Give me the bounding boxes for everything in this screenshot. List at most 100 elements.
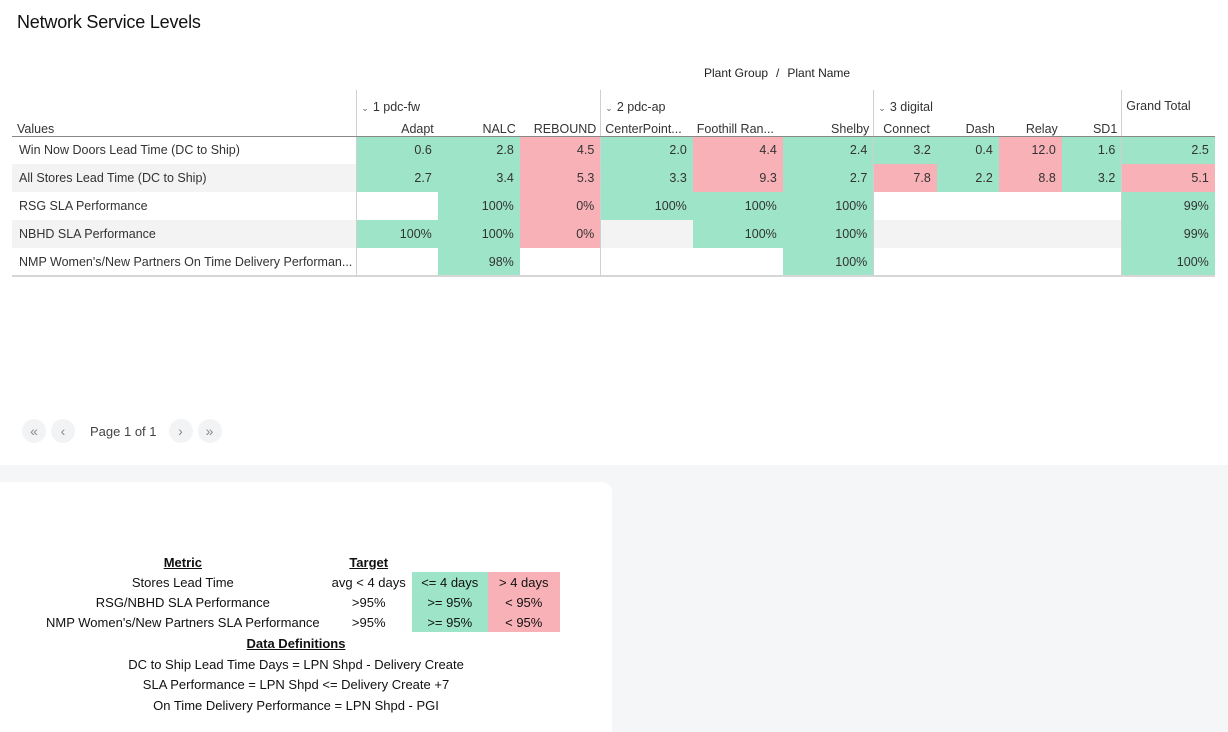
table-row: All Stores Lead Time (DC to Ship) 2.7 3.4 5… [12,164,1215,192]
value-cell[interactable]: 2.2 [936,164,999,192]
value-cell[interactable]: 2.8 [437,136,520,164]
value-cell[interactable] [998,248,1062,277]
value-cell[interactable]: 2.7 [356,164,438,192]
group-header-2-pdc-ap[interactable]: ⌄ 2 pdc-ap [600,90,874,114]
plant-header-dash[interactable]: Dash [936,114,999,137]
value-cell[interactable] [873,248,937,277]
bad-threshold: < 95% [487,592,560,612]
chevron-down-icon[interactable]: ⌄ [361,103,369,113]
value-cell[interactable]: 3.4 [437,164,520,192]
plant-header-relay[interactable]: Relay [998,114,1062,137]
column-header-caption: Plant Group / Plant Name [704,66,850,80]
plant-name-caption: Plant Name [787,66,851,80]
grand-total-cell[interactable]: 5.1 [1121,164,1215,192]
row-label: All Stores Lead Time (DC to Ship) [12,164,357,192]
grand-total-header[interactable]: Grand Total [1121,90,1215,137]
value-cell[interactable]: 0% [519,220,601,248]
metric-target-table: Metric Target Stores Lead Time avg < 4 da… [40,552,560,632]
table-row: NBHD SLA Performance 100% 100% 0% 100% 100% 99… [12,220,1215,248]
value-cell[interactable] [356,192,438,220]
plant-header-centerpoint[interactable]: CenterPoint... [600,114,693,137]
value-cell[interactable] [873,192,937,220]
value-cell[interactable]: 100% [437,192,520,220]
chevron-right-icon: › [178,423,183,439]
chevron-down-icon[interactable]: ⌄ [605,103,613,113]
value-cell[interactable]: 100% [782,192,874,220]
plant-header-adapt[interactable]: Adapt [356,114,438,137]
value-cell[interactable]: 3.2 [1061,164,1122,192]
last-page-button[interactable]: » [197,419,222,443]
value-cell[interactable] [692,248,783,277]
metric-name: RSG/NBHD SLA Performance [95,594,270,610]
value-cell[interactable]: 100% [356,220,438,248]
value-cell[interactable] [600,220,693,248]
value-cell[interactable] [937,192,999,220]
grand-total-cell[interactable]: 99% [1121,220,1215,248]
first-page-button[interactable]: « [22,419,46,443]
value-cell[interactable]: 4.5 [519,136,601,164]
value-cell[interactable]: 0% [519,192,601,220]
value-cell[interactable] [356,248,438,277]
value-cell[interactable]: 8.8 [998,164,1062,192]
value-cell[interactable] [999,192,1062,220]
row-label: NMP Women's/New Partners On Time Deliver… [12,248,357,277]
grand-total-cell[interactable]: 100% [1121,248,1215,277]
previous-page-button[interactable]: ‹ [51,419,75,443]
value-cell[interactable] [998,220,1062,248]
value-cell[interactable]: 2.0 [600,136,693,164]
group-header-1-pdc-fw[interactable]: ⌄ 1 pdc-fw [356,90,601,114]
legend-row: Stores Lead Time avg < 4 days <= 4 days > 4… [40,572,560,592]
value-cell[interactable]: 100% [782,248,874,277]
value-cell[interactable] [1061,248,1122,277]
value-cell[interactable]: 100% [437,220,520,248]
next-page-button[interactable]: › [168,419,193,443]
value-cell[interactable]: 2.4 [782,136,874,164]
value-cell[interactable] [1061,220,1122,248]
value-cell[interactable] [600,248,693,277]
table-row: RSG SLA Performance 100% 0% 100% 100% 100% 99% [12,192,1215,220]
value-cell[interactable]: 100% [600,192,693,220]
value-cell[interactable] [1062,192,1122,220]
plant-header-connect[interactable]: Connect [873,114,937,137]
double-chevron-right-icon: » [205,423,214,439]
value-cell[interactable]: 4.4 [692,136,783,164]
value-cell[interactable]: 1.6 [1061,136,1122,164]
plant-header-foothill[interactable]: Foothill Ran... [692,114,783,137]
group-header-row: ⌄ 1 pdc-fw ⌄ 2 pdc-ap ⌄ 3 digital Grand Tot… [12,90,1215,137]
value-cell[interactable] [936,248,999,277]
value-cell[interactable]: 3.2 [873,136,937,164]
value-cell[interactable]: 9.3 [692,164,783,192]
value-cell[interactable]: 3.3 [600,164,693,192]
double-chevron-left-icon: « [30,423,38,439]
plant-group-caption: Plant Group [704,66,769,80]
value-cell[interactable]: 0.4 [936,136,999,164]
plant-header-shelby[interactable]: Shelby [782,114,874,137]
value-cell[interactable] [519,248,601,277]
value-cell[interactable]: 12.0 [998,136,1062,164]
group-header-3-digital[interactable]: ⌄ 3 digital [873,90,1122,114]
value-cell[interactable]: 5.3 [519,164,601,192]
value-cell[interactable]: 7.8 [873,164,937,192]
plant-header-rebound[interactable]: REBOUND [519,114,601,137]
value-cell[interactable]: 98% [437,248,520,277]
target-header: Target [349,554,389,570]
value-cell[interactable]: 2.7 [782,164,874,192]
value-cell[interactable]: 100% [782,220,874,248]
page-title: Network Service Levels [17,12,201,32]
plant-header-nalc[interactable]: NALC [437,114,520,137]
legend-row: RSG/NBHD SLA Performance >95% >= 95% < 95% [40,592,560,612]
value-cell[interactable]: 0.6 [356,136,438,164]
value-cell[interactable] [873,220,937,248]
plant-header-sd1[interactable]: SD1 [1061,114,1122,137]
pivot-body: Win Now Doors Lead Time (DC to Ship) 0.6 2… [12,136,1215,277]
grand-total-cell[interactable]: 2.5 [1121,136,1215,164]
value-cell[interactable]: 100% [692,192,783,220]
value-cell[interactable] [936,220,999,248]
target-value: avg < 4 days [331,574,406,590]
metric-name: Stores Lead Time [131,574,234,590]
definitions-header: Data Definitions [246,636,346,651]
chevron-down-icon[interactable]: ⌄ [878,103,886,113]
grand-total-cell[interactable]: 99% [1121,192,1215,220]
values-header: Values [12,114,357,137]
value-cell[interactable]: 100% [692,220,783,248]
